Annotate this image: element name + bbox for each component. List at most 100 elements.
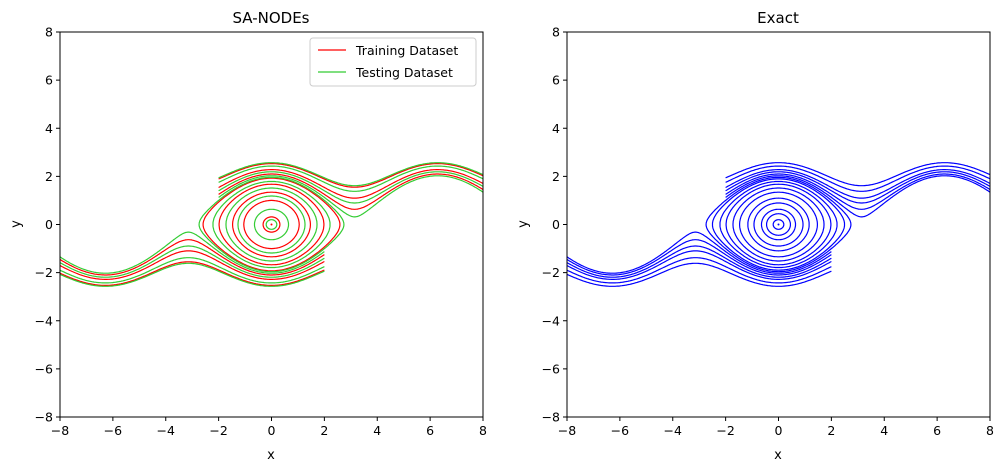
y-tick-label: 6 [552,73,560,88]
x-axis-label: x [267,448,275,463]
trajectory-line [567,257,832,284]
trajectory-line [253,208,290,241]
y-tick-label: 0 [552,217,560,232]
trajectory-line [567,262,832,287]
y-tick-label: 8 [45,25,53,40]
trajectory-line [567,245,832,278]
trajectory-line [60,250,325,280]
trajectory-line [218,183,325,266]
trajectory-line [198,176,345,273]
equilibrium-point [270,223,273,226]
y-tick-label: −8 [542,410,560,425]
trajectory-line [60,257,325,284]
trajectory-line [766,213,791,236]
legend-label-training: Training Dataset [355,43,458,58]
trajectory-line [567,239,832,276]
x-tick-label: 8 [986,423,994,438]
trajectory-line [218,163,483,188]
x-axis-label: x [774,448,782,463]
trajectory-line [711,178,846,271]
trajectory-line [567,231,832,274]
legend: Training Dataset Testing Dataset [309,37,477,87]
trajectory-line [772,219,785,230]
y-tick-label: 2 [45,169,53,184]
y-tick-label: −4 [35,313,53,328]
y-tick-label: −2 [35,265,53,280]
trajectory-line [725,175,990,218]
y-tick-label: 6 [45,73,53,88]
trajectory-line [725,173,990,210]
y-tick-label: −2 [542,265,560,280]
y-tick-label: −6 [35,361,53,376]
trajectory-line [732,187,825,262]
trajectory-line [739,191,818,258]
trajectory-line [232,191,311,258]
x-tick-label: 6 [933,423,941,438]
trajectory-line [60,231,325,274]
trajectory-line [60,262,325,287]
x-tick-label: 2 [827,423,835,438]
y-tick-label: −8 [35,410,53,425]
trajectory-line [60,261,325,286]
trajectory-line [725,171,990,204]
trajectory-line [202,177,341,272]
trajectory-line [262,216,281,233]
x-tick-label: −8 [558,423,576,438]
x-tick-label: 8 [479,423,487,438]
x-tick-label: −4 [664,423,682,438]
x-tick-label: 4 [880,423,888,438]
x-tick-label: −2 [209,423,227,438]
trajectory-line [719,180,838,269]
x-tick-label: 0 [268,423,276,438]
x-tick-label: 4 [373,423,381,438]
x-tick-label: −6 [104,423,122,438]
trajectory-line [60,245,325,278]
trajectory-line [567,250,832,280]
trajectory-line [218,162,483,187]
trajectory-line [218,169,483,199]
trajectory-line [725,162,990,187]
legend-label-testing: Testing Dataset [355,65,453,80]
y-tick-label: −4 [542,313,560,328]
trajectory-line [218,173,483,210]
trajectory-line [212,180,331,269]
trajectory-line [705,176,852,273]
y-axis-label: y [9,220,24,228]
y-tick-label: 4 [552,121,560,136]
trajectory-line [725,183,832,266]
trajectory-line [218,171,483,204]
y-axis-label: y [516,220,531,228]
trajectory-line [760,208,797,241]
trajectories [60,162,483,287]
x-tick-label: 6 [426,423,434,438]
trajectory-line [60,239,325,276]
equilibrium-point [777,223,780,226]
legend-box [309,37,477,87]
trajectory-line [747,197,810,252]
x-tick-label: −8 [51,423,69,438]
x-tick-label: −4 [157,423,175,438]
trajectory-line [753,202,804,247]
axis-ticks: −8 −6 −4 −2 0 2 4 6 8 −8 −6 −4 −2 0 2 4 6 8 [35,25,487,439]
x-tick-label: 0 [775,423,783,438]
trajectory-line [725,169,990,199]
x-tick-label: 2 [320,423,328,438]
trajectory-line [218,175,483,218]
y-tick-label: 4 [45,121,53,136]
y-tick-label: −6 [542,361,560,376]
trajectory-line [225,187,318,262]
x-tick-label: −6 [611,423,629,438]
trajectory-line [237,195,306,254]
chart-title: SA-NODEs [232,9,309,27]
chart-title: Exact [757,9,799,27]
axis-ticks: −8 −6 −4 −2 0 2 4 6 8 −8 −6 −4 −2 0 2 4 6 8 [542,25,994,439]
y-tick-label: 2 [552,169,560,184]
y-tick-label: 8 [552,25,560,40]
trajectory-line [243,199,300,250]
trajectories [567,162,990,287]
x-tick-label: −2 [716,423,734,438]
trajectory-line [265,219,278,230]
trajectory-line [725,165,990,192]
